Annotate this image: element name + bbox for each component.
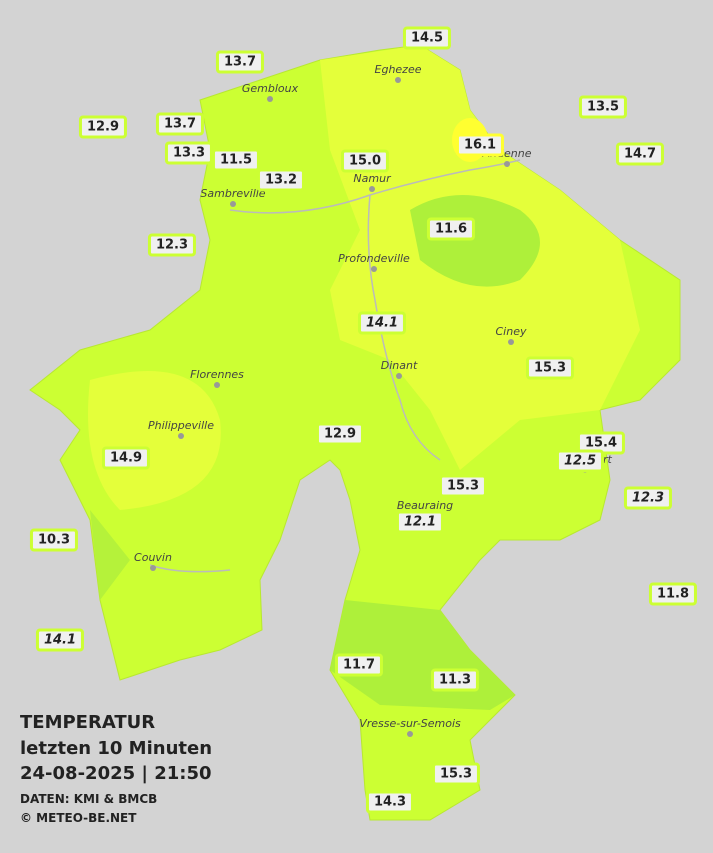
source: DATEN: KMI & BMCB — [20, 792, 158, 806]
city-dot — [508, 339, 514, 345]
city-dot — [504, 161, 510, 167]
city-label: Eghezee — [374, 63, 422, 76]
city-label: Beauraing — [396, 499, 454, 512]
station-value: 13.7 — [215, 50, 265, 74]
station-value: 15.3 — [525, 356, 575, 380]
station-value: 11.8 — [648, 582, 698, 606]
station-value: 11.7 — [334, 653, 384, 677]
city-dot — [267, 96, 273, 102]
datetime: 24-08-2025 | 21:50 — [20, 763, 212, 784]
city-dot — [395, 77, 401, 83]
station-value: 12.1 — [395, 510, 445, 534]
station-value: 15.3 — [431, 762, 481, 786]
station-value: 14.1 — [35, 628, 85, 652]
station-value: 10.3 — [29, 528, 79, 552]
station-value: 15.0 — [340, 149, 390, 173]
station-value: 14.3 — [365, 790, 415, 814]
station-value: 11.6 — [426, 217, 476, 241]
period: letzten 10 Minuten — [20, 738, 213, 759]
station-value: 11.5 — [211, 148, 261, 172]
title: TEMPERATUR — [20, 712, 156, 733]
city-dot — [214, 382, 220, 388]
city-label: Couvin — [134, 551, 172, 564]
city-dot — [371, 266, 377, 272]
station-value: 12.3 — [623, 486, 673, 510]
city-dot — [150, 565, 156, 571]
river — [149, 159, 521, 573]
station-value: 13.5 — [578, 95, 628, 119]
station-value: 16.1 — [455, 133, 505, 157]
city-label: Sambreville — [200, 187, 266, 200]
station-value: 11.3 — [430, 668, 480, 692]
city-dot — [369, 186, 375, 192]
station-value: 15.3 — [438, 474, 488, 498]
station-value: 13.7 — [155, 112, 205, 136]
city-label: Vresse-sur-Semois — [359, 717, 461, 730]
station-value: 13.3 — [164, 141, 214, 165]
station-value: 14.7 — [615, 142, 665, 166]
station-value: 14.5 — [402, 26, 452, 50]
warm-zone — [88, 371, 221, 510]
credit: © METEO-BE.NET — [20, 811, 137, 825]
city-label: Dinant — [380, 359, 418, 372]
city-label: Profondeville — [338, 252, 410, 265]
city-label: Philippeville — [148, 419, 214, 432]
station-value: 14.1 — [357, 311, 407, 335]
station-value: 14.9 — [101, 446, 151, 470]
city-label: Gembloux — [241, 82, 299, 95]
station-value: 12.3 — [147, 233, 197, 257]
city-dot — [407, 731, 413, 737]
city-dot — [230, 201, 236, 207]
station-value: 12.5 — [555, 449, 605, 473]
station-value: 12.9 — [315, 422, 365, 446]
station-value: 13.2 — [256, 168, 306, 192]
station-value: 12.9 — [78, 115, 128, 139]
city-label: Ciney — [495, 325, 527, 338]
city-label: Florennes — [190, 368, 244, 381]
city-label: Namur — [353, 172, 391, 185]
city-dot — [396, 373, 402, 379]
city-dot — [178, 433, 184, 439]
cool-zone — [90, 510, 130, 600]
